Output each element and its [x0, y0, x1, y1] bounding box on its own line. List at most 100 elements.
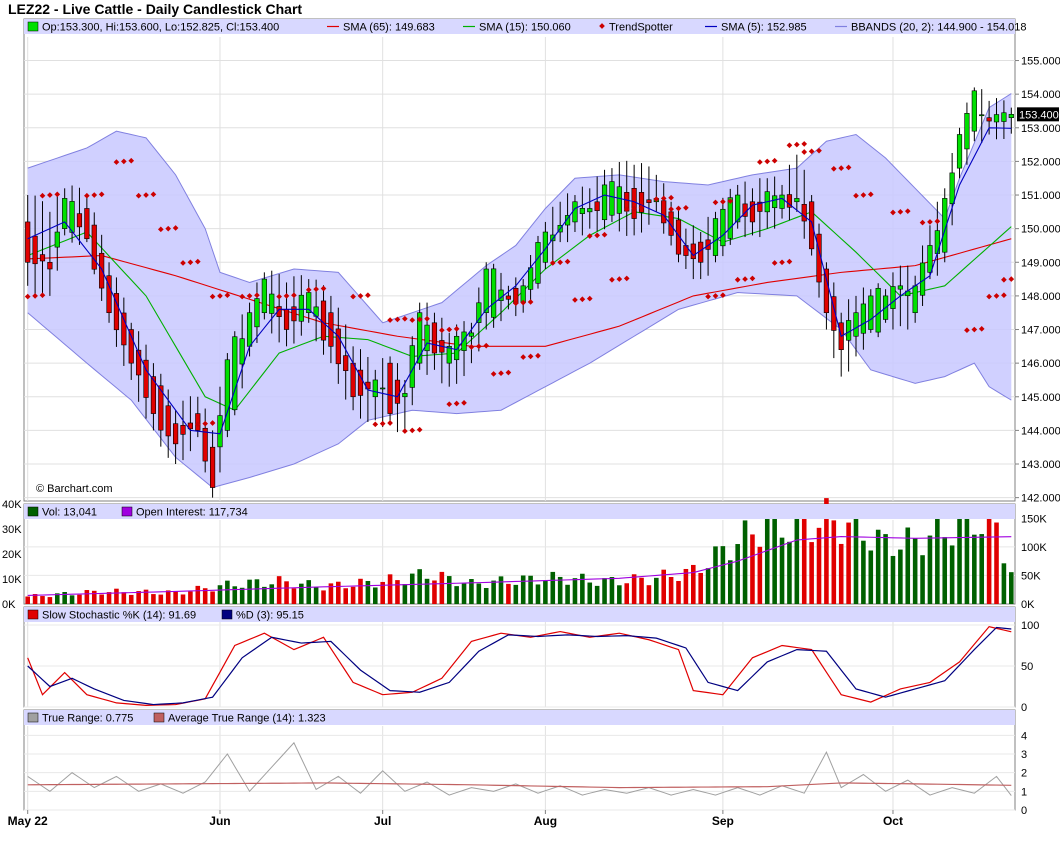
volume-bar [528, 575, 533, 604]
trendspotter-marker [165, 225, 172, 232]
trendspotter-marker [180, 260, 186, 266]
stochastic-k-label: Slow Stochastic %K (14): 91.69 [42, 610, 196, 622]
trendspotter-marker [572, 297, 578, 303]
candle-body [794, 198, 800, 203]
trendspotter-marker [749, 275, 756, 282]
trendspotter-marker [239, 293, 245, 300]
candle-body [601, 184, 608, 221]
price-tick-label: 146.000 [1021, 358, 1060, 370]
trendspotter-marker [1001, 276, 1007, 283]
stochastic-tick-label: 50 [1021, 661, 1033, 673]
volume-bar [927, 535, 933, 604]
x-axis-label: May 22 [8, 814, 48, 828]
volume-bar [402, 584, 408, 604]
volume-bar [380, 581, 385, 604]
trendspotter-marker [372, 421, 379, 428]
price-tick-label: 145.000 [1021, 392, 1060, 404]
trendspotter-marker [461, 399, 467, 406]
candle-body [823, 268, 830, 314]
candle-body [956, 134, 963, 169]
volume-bar [750, 534, 755, 604]
volume-bar [905, 527, 911, 604]
trendspotter-marker [586, 233, 593, 239]
volume-bar [735, 544, 740, 604]
volume-bar [328, 583, 334, 604]
trendspotter-marker [535, 352, 541, 359]
trendspotter-marker [867, 191, 874, 198]
volume-bar [994, 522, 999, 604]
volume-bar [151, 594, 156, 604]
trendspotter-marker [557, 259, 564, 266]
true-range-tick-label: 2 [1021, 768, 1027, 780]
bbands-label: BBANDS (20, 2): 144.900 - 154.018 [851, 22, 1027, 34]
price-tick-label: 150.000 [1021, 224, 1060, 236]
volume-bar [106, 592, 112, 604]
volume-bar [846, 522, 851, 604]
volume-bar [609, 577, 615, 604]
volume-bar [898, 549, 903, 604]
trendspotter-marker [187, 259, 194, 266]
volume-bar [794, 514, 800, 604]
trendspotter-marker [402, 428, 408, 434]
volume-bar [25, 596, 30, 604]
trendspotter-marker [919, 219, 926, 226]
candle-body [572, 201, 578, 223]
volume-bar [498, 576, 504, 604]
candle-body [380, 387, 386, 390]
trendspotter-marker [964, 327, 970, 334]
trendspotter-marker [313, 286, 319, 293]
trendspotter-marker [113, 159, 120, 165]
candle-body [964, 113, 970, 150]
candle-body [528, 267, 534, 290]
price-tick-label: 154.000 [1021, 89, 1060, 101]
candle-body [949, 172, 955, 205]
chart-title: LEZ22 - Live Cattle - Daily Candlestick … [8, 1, 303, 17]
trendspotter-marker [771, 157, 778, 164]
trendspotter-marker [143, 192, 149, 198]
stochastic-legend-bar [24, 607, 1015, 622]
trendspotter-marker [379, 420, 386, 427]
volume-bar [587, 582, 593, 604]
volume-bar [173, 591, 178, 604]
candle-body [986, 117, 992, 122]
trendspotter-marker [387, 317, 393, 323]
candle-body [187, 422, 193, 430]
volume-bar [661, 569, 667, 604]
true-range-swatch [27, 712, 39, 723]
volume-bar [809, 542, 814, 604]
trendspotter-marker [424, 315, 430, 322]
volume-bar [853, 511, 859, 604]
candle-body [579, 208, 585, 214]
trendspotter-marker [91, 192, 98, 198]
volume-bar [217, 585, 223, 604]
volume-bar [69, 595, 75, 604]
trendspotter-marker [416, 316, 423, 323]
candle-body [993, 114, 1000, 123]
true-range-tick-label: 0 [1021, 805, 1027, 817]
volume-label: Vol: 13,041 [42, 507, 97, 519]
volume-bar [476, 583, 482, 604]
price-tick-label: 152.000 [1021, 156, 1060, 168]
volume-bar [454, 586, 459, 604]
trendspotter-marker [520, 354, 527, 360]
candle-body [91, 224, 97, 270]
volume-bar [942, 537, 948, 604]
trendspotter-marker [394, 316, 401, 323]
volume-bar [232, 586, 238, 604]
volume-bar [520, 575, 526, 604]
volume-bar [358, 578, 363, 604]
candle-body [173, 423, 179, 445]
volume-bar [787, 541, 792, 604]
candle-body [712, 218, 719, 256]
candle-body [594, 201, 600, 211]
x-axis-label: Jul [374, 814, 391, 828]
candle-body [298, 294, 304, 322]
oi-tick-label: 150K [1021, 513, 1047, 525]
trendspotter-marker [350, 293, 356, 300]
x-axis-label: Sep [712, 814, 734, 828]
sma5-label: SMA (5): 152.985 [721, 22, 807, 34]
candle-body [461, 331, 467, 351]
price-tick-label: 149.000 [1021, 257, 1060, 269]
volume-bar [84, 590, 90, 604]
